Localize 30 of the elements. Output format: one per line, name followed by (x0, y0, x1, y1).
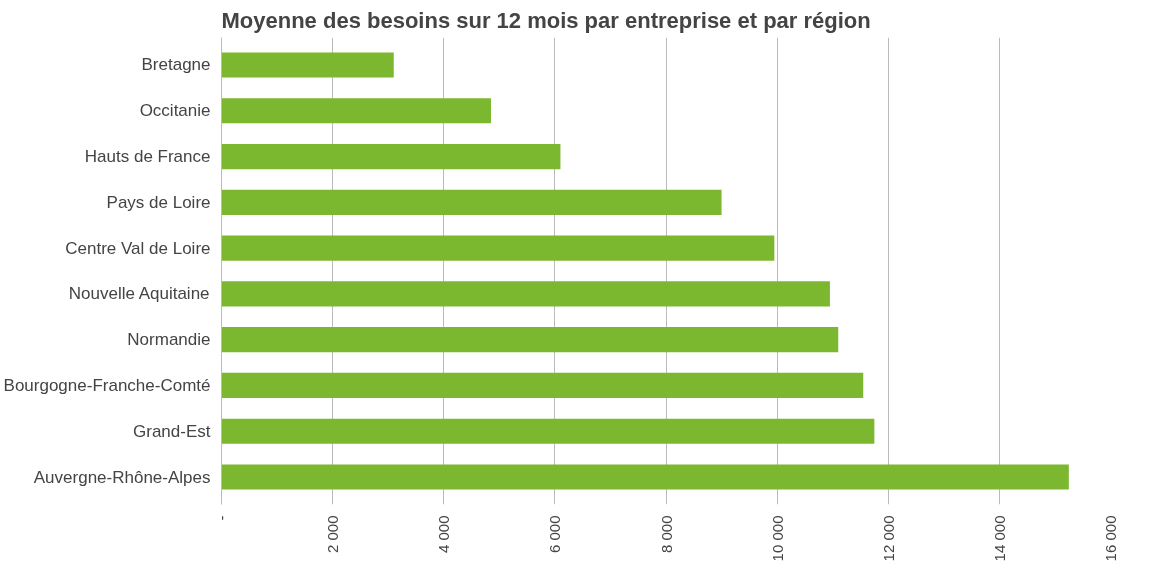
bar (221, 281, 830, 307)
bar (221, 235, 775, 261)
bar (221, 143, 561, 170)
y-tick-label: Centre Val de Loire (65, 238, 211, 258)
x-tick-label: 14 000 (990, 515, 1008, 562)
y-tick-label: Bretagne (141, 55, 211, 75)
y-tick-label: Hauts de France (84, 147, 211, 167)
y-tick-label: Bourgogne-Franche-Comté (3, 375, 211, 395)
x-tick-label: 6 000 (546, 515, 564, 554)
bar (221, 372, 864, 399)
x-tick-label: - (213, 515, 230, 521)
bar (221, 52, 394, 78)
x-tick-label: 4 000 (435, 515, 453, 554)
y-tick-label: Grand-Est (133, 421, 211, 441)
y-tick-label: Pays de Loire (106, 192, 211, 212)
bar (221, 189, 722, 215)
bar (221, 418, 875, 444)
y-tick-label: Normandie (127, 330, 211, 350)
y-tick-label: Nouvelle Aquitaine (68, 284, 210, 304)
y-tick-label: Auvergne-Rhône-Alpes (33, 467, 211, 487)
bar (221, 464, 1069, 490)
bar (221, 327, 839, 353)
x-tick-label: 2 000 (324, 515, 342, 554)
chart-title: Moyenne des besoins sur 12 mois par entreprise et par région (221, 7, 871, 33)
bar (221, 98, 491, 124)
x-tick-label: 12 000 (879, 515, 897, 562)
x-tick-label: 16 000 (1102, 515, 1119, 562)
x-tick-label: 8 000 (657, 515, 675, 554)
x-tick-label: 10 000 (768, 515, 786, 562)
y-tick-label: Occitanie (139, 101, 211, 121)
